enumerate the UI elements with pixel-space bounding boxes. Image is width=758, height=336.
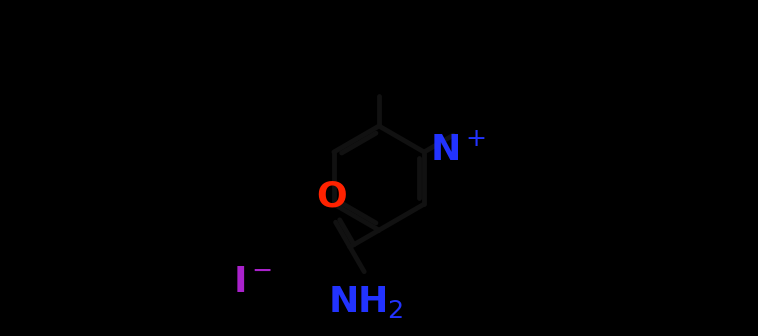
Text: N$^+$: N$^+$ (430, 133, 486, 168)
Text: NH$_2$: NH$_2$ (328, 285, 403, 321)
Text: I$^-$: I$^-$ (233, 265, 272, 299)
Text: O: O (316, 180, 347, 214)
